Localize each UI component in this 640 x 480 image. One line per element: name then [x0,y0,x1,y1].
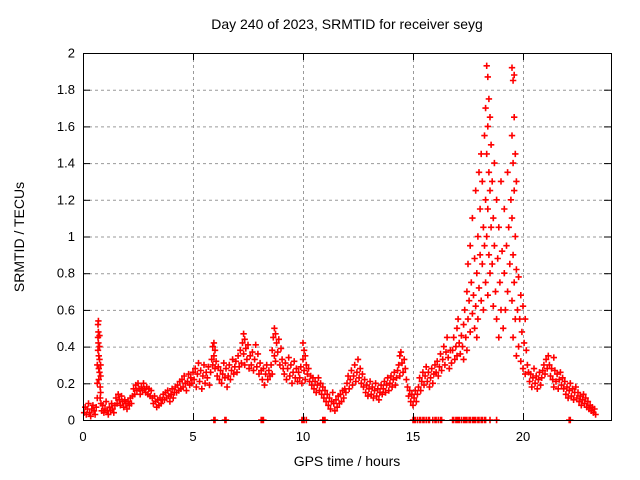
svg-text:0: 0 [68,413,75,428]
svg-text:1.4: 1.4 [57,156,75,171]
axis-ticks [83,53,612,421]
data-points [80,62,599,424]
svg-text:1.2: 1.2 [57,192,75,207]
svg-text:0.8: 0.8 [57,266,75,281]
x-tick-labels: 0 5 10 15 20 [79,429,530,444]
svg-text:5: 5 [189,429,196,444]
svg-text:1: 1 [68,229,75,244]
svg-text:20: 20 [516,429,530,444]
x-axis-label: GPS time / hours [293,453,401,469]
svg-text:10: 10 [296,429,310,444]
svg-text:0.6: 0.6 [57,302,75,317]
svg-text:2: 2 [68,46,75,61]
chart-title: Day 240 of 2023, SRMTID for receiver sey… [211,16,483,32]
y-tick-labels: 0 0.2 0.4 0.6 0.8 1 1.2 1.4 1.6 1.8 2 [57,46,75,428]
svg-text:15: 15 [406,429,420,444]
svg-text:0.2: 0.2 [57,376,75,391]
svg-text:0: 0 [79,429,86,444]
svg-text:1.8: 1.8 [57,82,75,97]
svg-text:1.6: 1.6 [57,119,75,134]
gridlines [83,53,611,420]
svg-text:0.4: 0.4 [57,339,75,354]
